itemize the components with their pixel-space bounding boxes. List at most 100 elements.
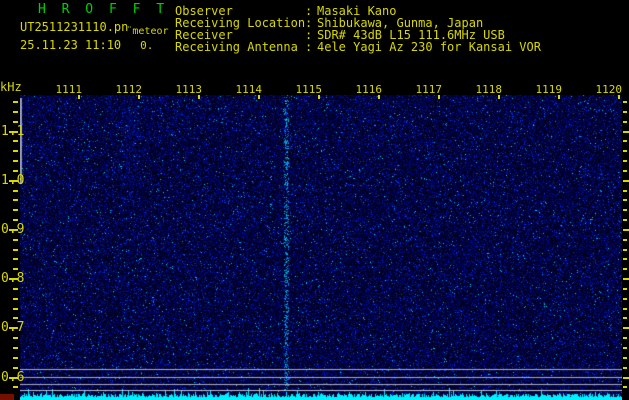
info-row: Observer: Masaki Kano [175,5,541,17]
app-title: H R O F F T [38,2,169,17]
y-axis-tick [13,268,18,271]
y-axis-tick [13,258,18,261]
y-axis-tick-right [623,287,627,290]
info-label: Observer [175,4,233,18]
y-axis-tick [13,150,18,153]
station-info-block: Observer: Masaki Kano Receiving Location: S… [175,5,541,53]
y-axis-tick-right [623,169,627,172]
y-axis-tick [13,140,18,143]
y-axis-tick-right [623,130,629,133]
y-tick-label: 0.9 [1,221,25,237]
x-tick-label: 1120 [595,83,623,96]
info-row: Receiving Antenna:4ele Yagi Az 230 for K… [175,41,541,53]
y-axis-tick [13,317,18,320]
info-row: Receiving Location: Shibukawa, Gunma, Jap… [175,17,541,29]
y-axis-tick-right [623,376,629,379]
x-tick-label: 1111 [55,83,83,96]
x-axis-tick [198,95,200,99]
y-axis-tick [13,287,18,290]
y-axis-tick-right [623,150,627,153]
y-axis-tick [9,376,18,379]
y-axis-tick [13,169,18,172]
y-axis-tick [13,189,18,192]
info-label: Receiving Location [175,16,306,30]
y-axis-tick-right [623,248,627,251]
y-axis-tick [13,219,18,222]
station-label: ¨meteor [126,26,169,37]
y-axis-tick-right [623,189,627,192]
y-axis-tick-right [623,297,627,300]
datetime-row: 25.11.23 11:10 0. [20,39,153,52]
y-tick-label: 0.6 [1,369,25,385]
y-axis-tick-right [623,366,627,369]
datetime: 25.11.23 11:10 [20,38,122,52]
y-axis-tick [13,238,18,241]
y-axis-tick-right [623,386,627,389]
y-axis-tick [9,228,18,231]
x-tick-label: 1116 [355,83,383,96]
y-axis-tick-right [623,179,629,182]
y-axis-tick-right [623,307,627,310]
y-axis-tick-right [623,238,627,241]
x-axis-tick [378,95,380,99]
y-axis-tick-right [623,209,627,212]
y-axis-tick [13,356,18,359]
info-label: Receiving Antenna [175,40,298,54]
y-axis-tick [13,209,18,212]
info-separator: : [305,4,313,18]
y-axis-tick [13,337,18,340]
y-axis-tick-right [623,356,627,359]
y-axis-tick-right [623,110,627,113]
x-tick-label: 1112 [115,83,143,96]
spectrogram-canvas [20,95,622,400]
y-axis-tick [9,179,18,182]
y-axis-tick [9,327,18,330]
info-value: 4ele Yagi Az 230 for Kansai VOR [317,40,541,54]
y-axis-tick-right [623,278,629,281]
y-axis-tick [13,347,18,349]
y-axis-tick [9,278,18,281]
y-axis-unit-label: kHz [0,80,22,94]
y-axis-tick [13,110,18,113]
y-axis-tick-right [623,317,627,320]
y-axis-tick-right [623,140,627,143]
y-axis-tick [13,386,18,389]
y-axis-tick [13,199,18,202]
info-value: SDR# 43dB L15 111.6MHz USB [317,28,505,42]
file-name-row: UT2511231110.pn¨meteor [20,20,169,37]
y-axis-tick-right [623,258,627,261]
y-tick-label: 0.7 [1,320,25,336]
x-tick-label: 1114 [235,83,263,96]
x-axis-tick [618,95,620,99]
x-axis-tick [498,95,500,99]
y-axis-tick [13,307,18,310]
y-axis-tick-right [623,101,627,103]
info-value: Shibukawa, Gunma, Japan [317,16,484,30]
y-axis-tick [13,120,18,123]
y-axis-tick-right [623,337,627,340]
info-separator: : [305,16,313,30]
y-axis-tick-right [623,160,627,163]
x-axis-tick [318,95,320,99]
x-tick-label: 1118 [475,83,503,96]
y-axis-tick [13,366,18,369]
x-axis-tick [138,95,140,99]
y-axis-tick [13,101,18,103]
info-label: Receiver [175,28,233,42]
x-tick-label: 1115 [295,83,323,96]
x-tick-label: 1113 [175,83,203,96]
file-name: UT2511231110.pn [20,20,129,34]
info-separator: : [305,28,313,42]
y-axis-tick-right [623,120,627,123]
info-separator: : [305,40,313,54]
y-tick-label: 0.8 [1,271,25,287]
x-axis-tick [558,95,560,99]
y-axis-tick [13,297,18,300]
x-axis-tick [78,95,80,99]
x-tick-label: 1119 [535,83,563,96]
info-value: Masaki Kano [317,4,397,18]
counter-value: 0. [140,39,154,52]
info-row: Receiver: SDR# 43dB L15 111.6MHz USB [175,29,541,41]
x-axis-tick [258,95,260,99]
